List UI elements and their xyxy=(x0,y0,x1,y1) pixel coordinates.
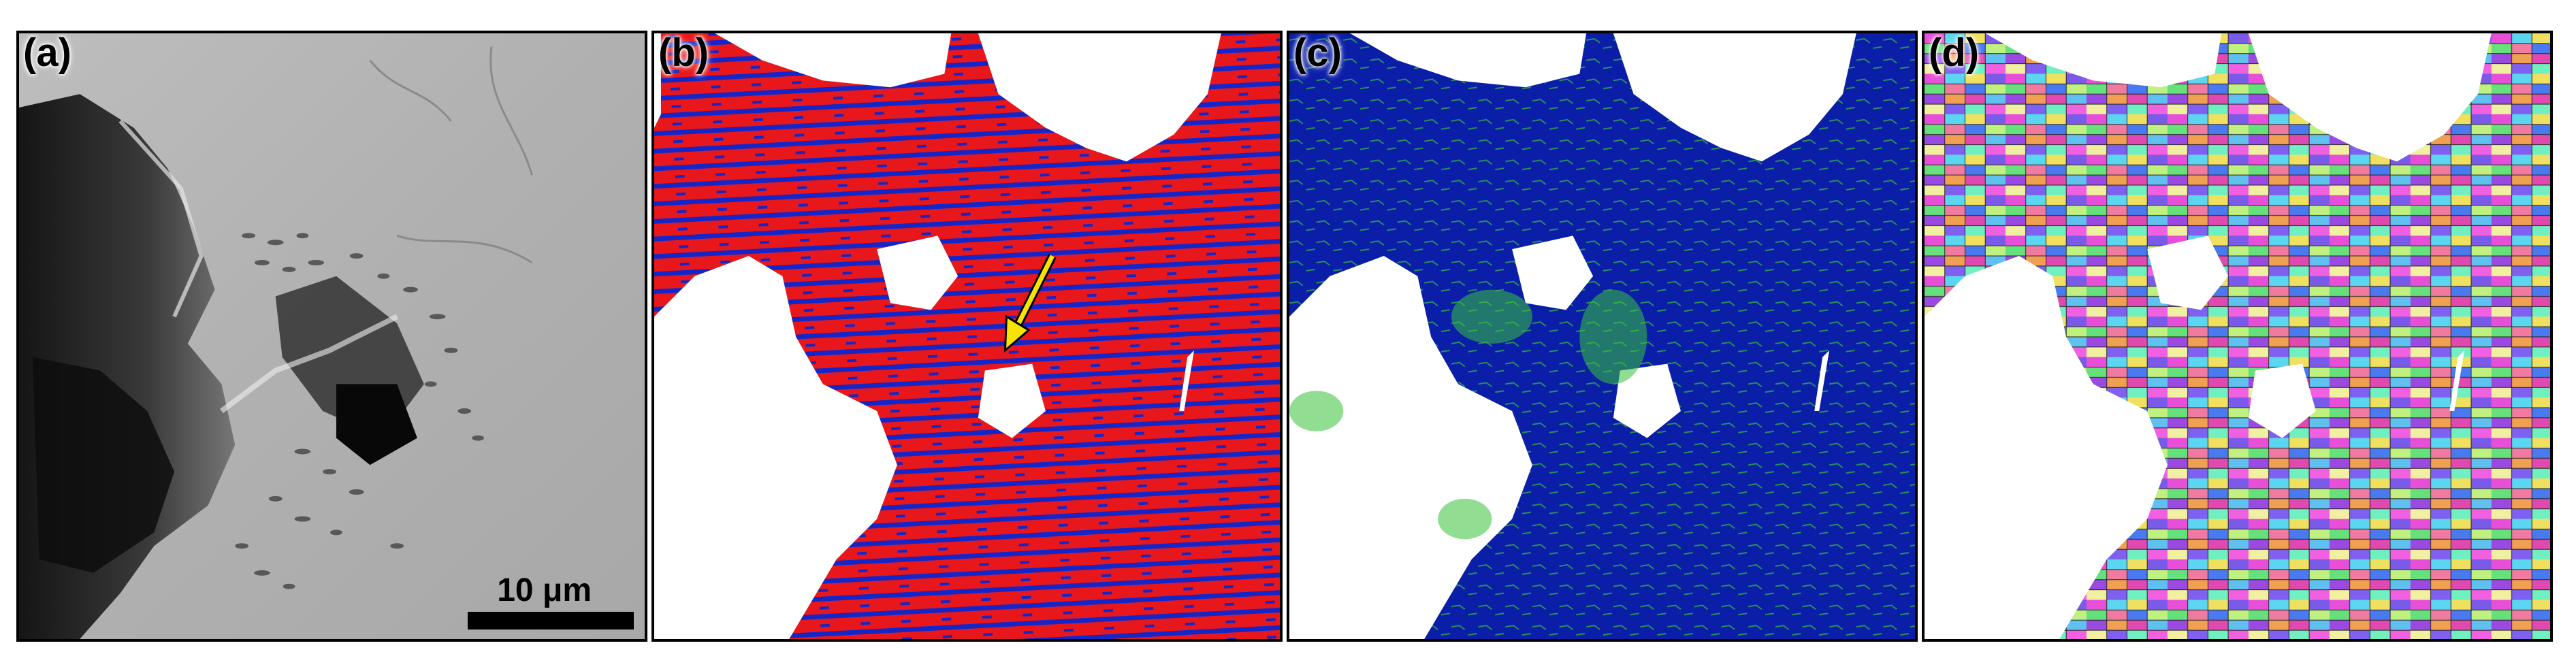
sem-image xyxy=(19,33,645,639)
panel-label-b: (b) xyxy=(658,31,709,75)
panel-label-a: (a) xyxy=(23,31,71,75)
grain-map-image xyxy=(1925,33,2550,639)
phase-map-panel: (b) xyxy=(651,31,1283,642)
sem-micrograph-panel: (a) 10 μm xyxy=(16,31,647,642)
kam-map-image xyxy=(1289,33,1915,639)
scale-bar xyxy=(468,612,634,629)
panel-label-d: (d) xyxy=(1929,31,1980,75)
panel-label-c: (c) xyxy=(1293,31,1342,75)
arrow-down-left-icon xyxy=(1003,314,1031,353)
scale-bar-label: 10 μm xyxy=(497,572,592,608)
phase-map-image xyxy=(654,33,1280,639)
kam-map-panel: (c) xyxy=(1287,31,1918,642)
grain-map-panel: (d) xyxy=(1922,31,2553,642)
